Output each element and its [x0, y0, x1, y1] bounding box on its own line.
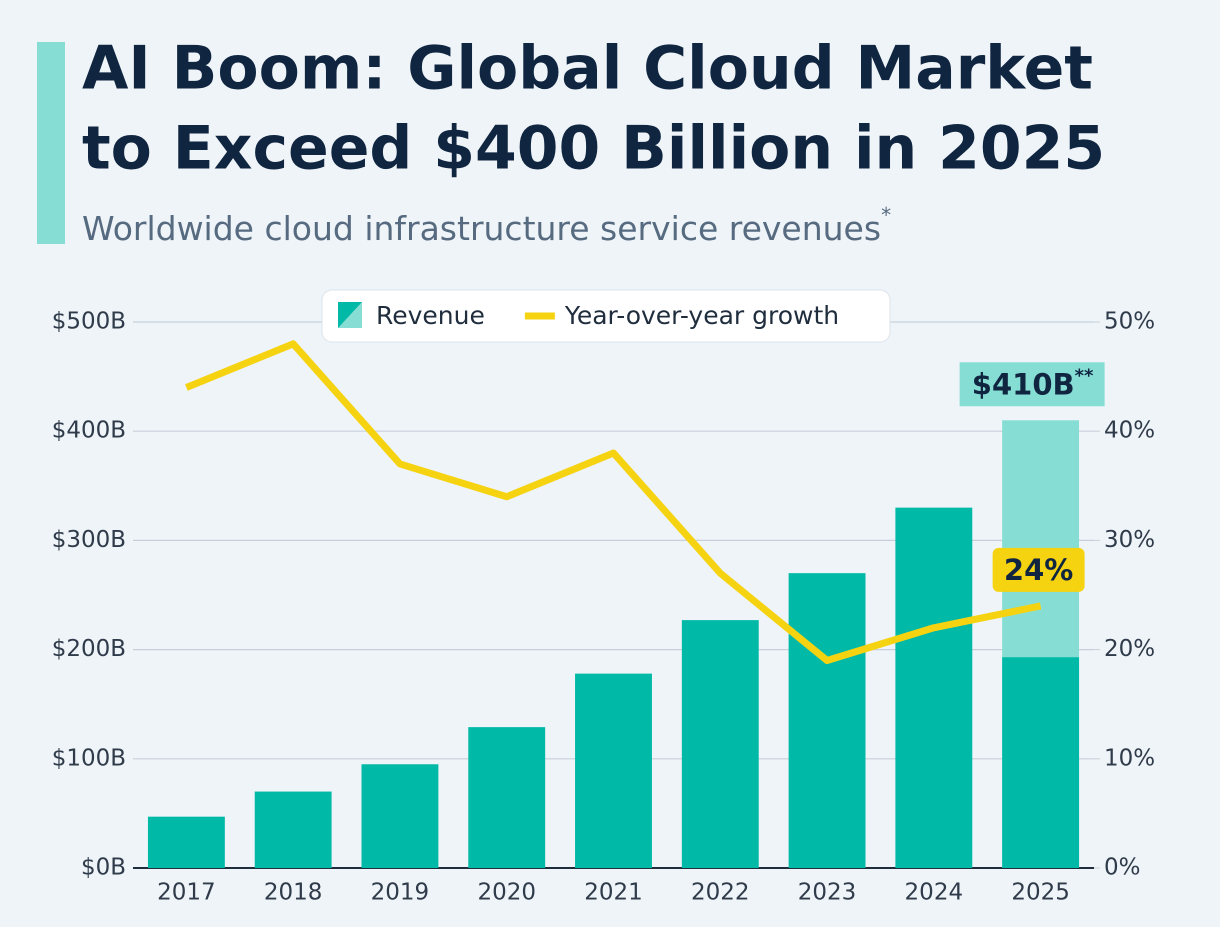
y2-tick-label: 10%: [1104, 745, 1155, 771]
x-tick-label: 2025: [1011, 880, 1070, 906]
x-tick-label: 2019: [371, 880, 430, 906]
y2-tick-label: 0%: [1104, 855, 1141, 881]
bar: [147, 816, 225, 868]
y2-tick-label: 30%: [1104, 527, 1155, 553]
bar: [788, 573, 866, 868]
x-tick-label: 2017: [157, 880, 216, 906]
value-label: 24%: [1004, 553, 1073, 587]
y2-tick-label: 20%: [1104, 636, 1155, 662]
subtitle-note: *: [881, 203, 891, 227]
y-tick-label: $500B: [52, 309, 126, 335]
x-tick-label: 2022: [691, 880, 750, 906]
legend-label: Revenue: [376, 301, 485, 330]
y-tick-label: $0B: [81, 855, 126, 881]
legend-swatch-shade: [338, 302, 362, 328]
x-tick-label: 2023: [798, 880, 857, 906]
subtitle-text: Worldwide cloud infrastructure service r…: [82, 209, 881, 248]
x-tick-label: 2018: [264, 880, 323, 906]
chart-title: to Exceed $400 Billion in 2025: [82, 114, 1105, 184]
bar: [468, 727, 546, 868]
bar: [575, 673, 652, 868]
y-tick-label: $100B: [52, 745, 126, 771]
value-label: $410B**: [972, 365, 1094, 401]
y2-tick-label: 50%: [1104, 309, 1155, 335]
value-label-text: $410B: [972, 367, 1075, 401]
title-accent: [37, 42, 65, 244]
legend-label: Year-over-year growth: [564, 301, 839, 330]
x-tick-label: 2020: [477, 880, 536, 906]
bar-partial: [1002, 657, 1080, 868]
chart-subtitle: Worldwide cloud infrastructure service r…: [82, 203, 891, 248]
y-tick-label: $300B: [52, 527, 126, 553]
value-label-box: [959, 362, 1105, 407]
y2-tick-label: 40%: [1104, 418, 1155, 444]
bar: [681, 620, 759, 868]
bar: [361, 764, 439, 868]
legend-box: [321, 289, 891, 343]
bar: [254, 791, 332, 868]
chart-title: AI Boom: Global Cloud Market: [82, 34, 1093, 104]
y-tick-label: $400B: [52, 418, 126, 444]
y-tick-label: $200B: [52, 636, 126, 662]
value-label-note: **: [1075, 365, 1094, 386]
x-tick-label: 2024: [905, 880, 964, 906]
value-label-box: [992, 547, 1085, 592]
x-tick-label: 2021: [584, 880, 643, 906]
growth-line: [185, 340, 1042, 665]
bar: [895, 507, 973, 868]
